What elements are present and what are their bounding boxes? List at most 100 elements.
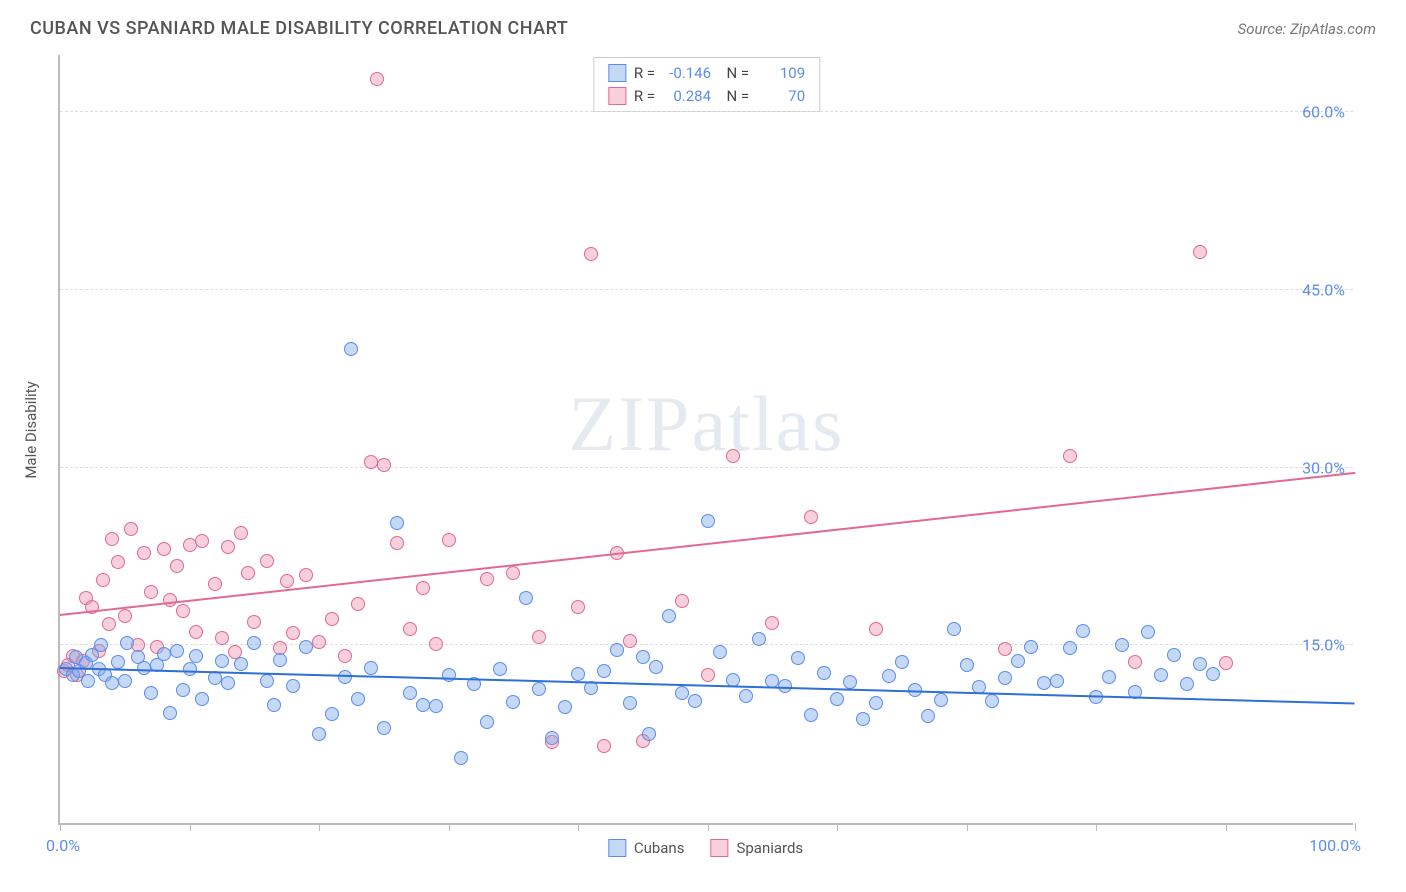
data-point-cubans xyxy=(1063,641,1077,655)
x-tick xyxy=(578,823,579,831)
data-point-spaniards xyxy=(429,637,443,651)
data-point-cubans xyxy=(1050,674,1064,688)
data-point-cubans xyxy=(1076,624,1090,638)
data-point-cubans xyxy=(597,664,611,678)
data-point-cubans xyxy=(351,692,365,706)
data-point-spaniards xyxy=(804,510,818,524)
data-point-spaniards xyxy=(571,600,585,614)
data-point-cubans xyxy=(208,671,222,685)
data-point-spaniards xyxy=(195,534,209,548)
source-label: Source: ZipAtlas.com xyxy=(1238,20,1376,38)
data-point-cubans xyxy=(267,698,281,712)
x-tick xyxy=(60,823,61,831)
data-point-cubans xyxy=(713,645,727,659)
data-point-spaniards xyxy=(247,615,261,629)
data-point-spaniards xyxy=(675,594,689,608)
series-legend: Cubans Spaniards xyxy=(608,839,803,857)
chart-plot-area: ZIPatlas R =-0.146 N =109 R =0.284 N =70… xyxy=(58,55,1353,825)
data-point-spaniards xyxy=(998,642,1012,656)
data-point-spaniards xyxy=(157,542,171,556)
data-point-cubans xyxy=(260,674,274,688)
data-point-cubans xyxy=(532,682,546,696)
x-tick xyxy=(319,823,320,831)
data-point-spaniards xyxy=(325,612,339,626)
data-point-cubans xyxy=(416,698,430,712)
data-point-spaniards xyxy=(170,559,184,573)
x-tick xyxy=(837,823,838,831)
watermark: ZIPatlas xyxy=(569,379,845,469)
data-point-cubans xyxy=(701,514,715,528)
x-tick xyxy=(1226,823,1227,831)
data-point-cubans xyxy=(791,651,805,665)
legend-label-spaniards: Spaniards xyxy=(736,839,803,857)
data-point-cubans xyxy=(1193,657,1207,671)
data-point-cubans xyxy=(144,686,158,700)
data-point-cubans xyxy=(1037,676,1051,690)
legend-label-cubans: Cubans xyxy=(634,839,685,857)
data-point-spaniards xyxy=(364,455,378,469)
data-point-cubans xyxy=(118,674,132,688)
data-point-spaniards xyxy=(584,247,598,261)
data-point-spaniards xyxy=(442,533,456,547)
data-point-cubans xyxy=(94,638,108,652)
x-tick xyxy=(967,823,968,831)
data-point-spaniards xyxy=(286,626,300,640)
x-tick xyxy=(449,823,450,831)
data-point-cubans xyxy=(642,727,656,741)
data-point-cubans xyxy=(649,660,663,674)
data-point-cubans xyxy=(1180,677,1194,691)
data-point-cubans xyxy=(636,650,650,664)
data-point-cubans xyxy=(325,707,339,721)
data-point-cubans xyxy=(960,658,974,672)
data-point-cubans xyxy=(506,695,520,709)
data-point-cubans xyxy=(830,692,844,706)
data-point-cubans xyxy=(344,342,358,356)
gridline xyxy=(60,289,1353,290)
data-point-cubans xyxy=(817,666,831,680)
data-point-spaniards xyxy=(215,631,229,645)
data-point-spaniards xyxy=(403,622,417,636)
data-point-cubans xyxy=(105,676,119,690)
data-point-spaniards xyxy=(96,573,110,587)
data-point-spaniards xyxy=(351,597,365,611)
data-point-cubans xyxy=(221,676,235,690)
data-point-spaniards xyxy=(280,574,294,588)
data-point-cubans xyxy=(921,709,935,723)
trend-line-spaniards xyxy=(60,472,1355,616)
data-point-cubans xyxy=(137,661,151,675)
data-point-spaniards xyxy=(299,568,313,582)
data-point-cubans xyxy=(81,674,95,688)
swatch-cubans xyxy=(608,64,626,82)
data-point-spaniards xyxy=(416,581,430,595)
data-point-cubans xyxy=(843,675,857,689)
data-point-spaniards xyxy=(532,630,546,644)
data-point-cubans xyxy=(111,655,125,669)
swatch-spaniards xyxy=(608,87,626,105)
data-point-cubans xyxy=(778,679,792,693)
data-point-spaniards xyxy=(765,616,779,630)
data-point-spaniards xyxy=(370,72,384,86)
data-point-cubans xyxy=(234,657,248,671)
data-point-cubans xyxy=(1167,648,1181,662)
data-point-cubans xyxy=(662,609,676,623)
data-point-cubans xyxy=(157,647,171,661)
data-point-cubans xyxy=(558,700,572,714)
stats-legend: R =-0.146 N =109 R =0.284 N =70 xyxy=(593,57,820,112)
data-point-cubans xyxy=(856,712,870,726)
data-point-cubans xyxy=(985,694,999,708)
data-point-cubans xyxy=(429,699,443,713)
data-point-cubans xyxy=(610,643,624,657)
data-point-cubans xyxy=(882,669,896,683)
legend-item-spaniards: Spaniards xyxy=(710,839,803,857)
data-point-cubans xyxy=(1115,638,1129,652)
x-axis-label-min: 0.0% xyxy=(46,836,80,855)
data-point-cubans xyxy=(1154,668,1168,682)
data-point-cubans xyxy=(183,662,197,676)
data-point-cubans xyxy=(998,671,1012,685)
data-point-spaniards xyxy=(183,538,197,552)
data-point-cubans xyxy=(519,591,533,605)
data-point-spaniards xyxy=(506,566,520,580)
stats-row-spaniards: R =0.284 N =70 xyxy=(608,85,805,108)
data-point-spaniards xyxy=(869,622,883,636)
data-point-cubans xyxy=(364,661,378,675)
